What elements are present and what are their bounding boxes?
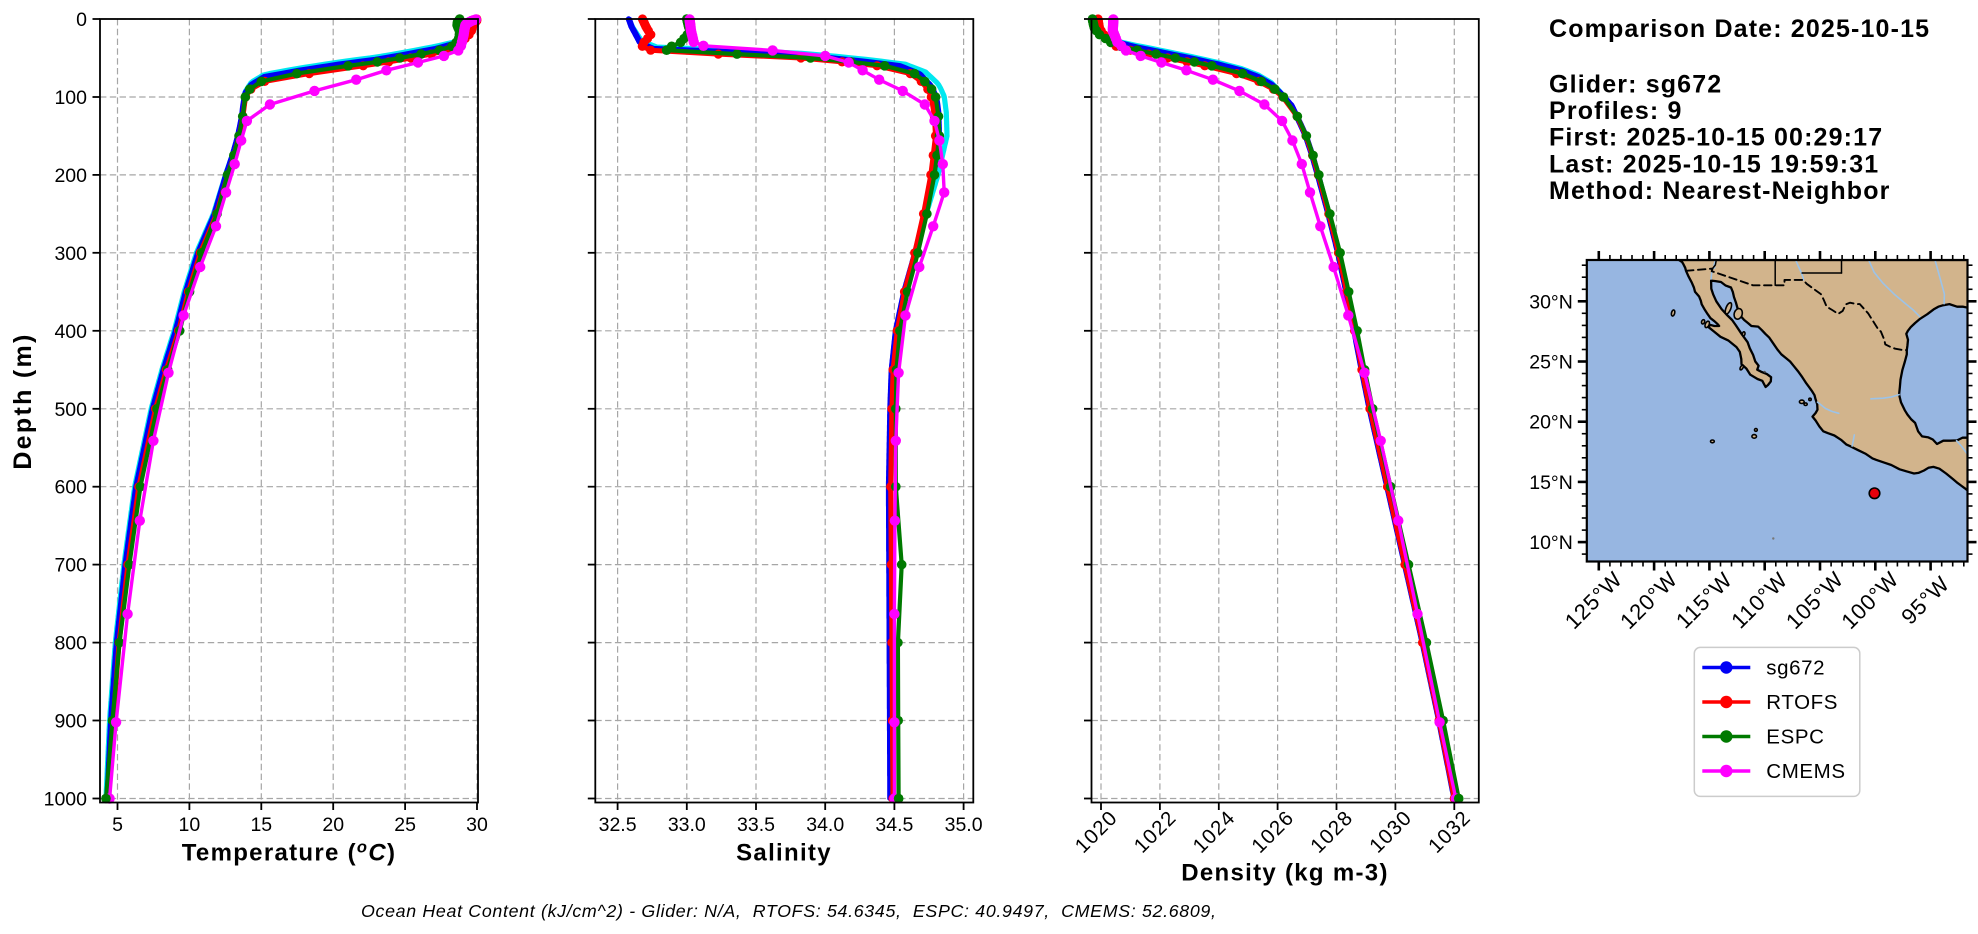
svg-text:300: 300 bbox=[54, 243, 87, 265]
svg-text:600: 600 bbox=[54, 477, 87, 499]
svg-text:1000: 1000 bbox=[44, 789, 88, 811]
svg-text:100: 100 bbox=[54, 87, 87, 109]
svg-text:Profiles: 9: Profiles: 9 bbox=[1549, 97, 1683, 125]
svg-text:0: 0 bbox=[76, 9, 87, 31]
svg-text:Method: Nearest-Neighbor: Method: Nearest-Neighbor bbox=[1549, 177, 1891, 205]
svg-text:CMEMS: CMEMS bbox=[1766, 760, 1845, 783]
svg-text:25°N: 25°N bbox=[1529, 352, 1573, 374]
svg-text:Density (kg m-3): Density (kg m-3) bbox=[1181, 860, 1389, 887]
svg-text:Last: 2025-10-15 19:59:31: Last: 2025-10-15 19:59:31 bbox=[1549, 150, 1879, 178]
svg-text:First: 2025-10-15 00:29:17: First: 2025-10-15 00:29:17 bbox=[1549, 123, 1883, 151]
svg-text:32.5: 32.5 bbox=[599, 814, 637, 836]
svg-text:34.0: 34.0 bbox=[806, 814, 844, 836]
svg-text:900: 900 bbox=[54, 711, 87, 733]
svg-text:RTOFS: RTOFS bbox=[1766, 691, 1838, 714]
svg-text:ESPC: ESPC bbox=[1766, 726, 1824, 749]
svg-text:700: 700 bbox=[54, 555, 87, 577]
svg-text:10°N: 10°N bbox=[1529, 532, 1573, 554]
svg-text:Depth (m): Depth (m) bbox=[9, 332, 37, 469]
svg-text:35.0: 35.0 bbox=[945, 814, 983, 836]
svg-text:20: 20 bbox=[322, 814, 344, 836]
svg-text:25: 25 bbox=[394, 814, 416, 836]
svg-text:200: 200 bbox=[54, 165, 87, 187]
svg-text:Salinity: Salinity bbox=[736, 840, 832, 867]
svg-text:Comparison Date: 2025-10-15: Comparison Date: 2025-10-15 bbox=[1549, 15, 1930, 43]
svg-text:33.0: 33.0 bbox=[668, 814, 706, 836]
svg-text:15°N: 15°N bbox=[1529, 472, 1573, 494]
svg-text:400: 400 bbox=[54, 321, 87, 343]
svg-text:sg672: sg672 bbox=[1766, 657, 1825, 680]
svg-text:30°N: 30°N bbox=[1529, 291, 1573, 313]
svg-text:500: 500 bbox=[54, 399, 87, 421]
svg-text:15: 15 bbox=[250, 814, 272, 836]
svg-text:30: 30 bbox=[466, 814, 488, 836]
svg-text:20°N: 20°N bbox=[1529, 412, 1573, 434]
svg-text:34.5: 34.5 bbox=[875, 814, 913, 836]
svg-text:10: 10 bbox=[179, 814, 201, 836]
svg-text:Glider: sg672: Glider: sg672 bbox=[1549, 70, 1722, 98]
svg-text:5: 5 bbox=[112, 814, 123, 836]
svg-text:33.5: 33.5 bbox=[737, 814, 775, 836]
svg-text:800: 800 bbox=[54, 633, 87, 655]
svg-text:Ocean Heat Content (kJ/cm^2) -: Ocean Heat Content (kJ/cm^2) - Glider: N… bbox=[361, 901, 1217, 921]
